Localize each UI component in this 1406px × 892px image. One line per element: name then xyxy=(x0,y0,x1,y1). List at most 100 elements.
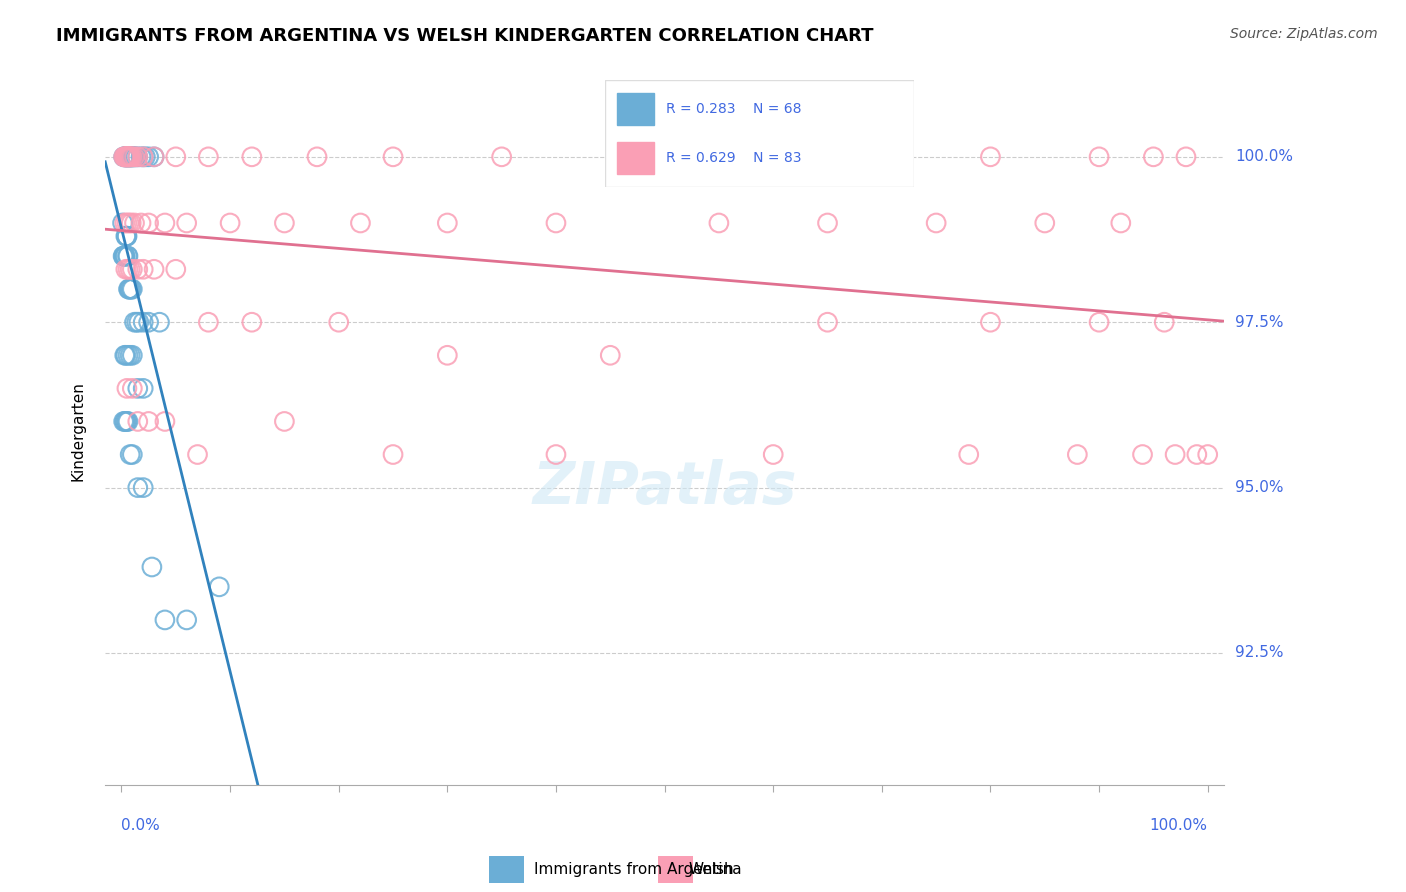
Text: R = 0.629    N = 83: R = 0.629 N = 83 xyxy=(666,152,801,165)
Point xyxy=(141,560,163,574)
Point xyxy=(117,282,139,296)
Point xyxy=(138,150,160,164)
Point xyxy=(132,150,155,164)
Point xyxy=(114,348,136,362)
Point xyxy=(1109,216,1132,230)
Point xyxy=(117,150,139,164)
Point xyxy=(114,150,136,164)
Text: IMMIGRANTS FROM ARGENTINA VS WELSH KINDERGARTEN CORRELATION CHART: IMMIGRANTS FROM ARGENTINA VS WELSH KINDE… xyxy=(56,27,873,45)
Point xyxy=(817,216,839,230)
Point xyxy=(117,249,139,263)
Point xyxy=(197,315,219,329)
Point xyxy=(117,150,139,164)
Point xyxy=(115,229,138,244)
Point xyxy=(120,150,142,164)
Point xyxy=(121,381,143,395)
Point xyxy=(132,315,155,329)
Point xyxy=(1197,448,1219,462)
Point xyxy=(112,150,135,164)
Point xyxy=(120,150,142,164)
Point xyxy=(165,262,187,277)
Point xyxy=(124,216,146,230)
Point xyxy=(240,150,263,164)
Point xyxy=(117,348,139,362)
Point xyxy=(1088,315,1111,329)
Point xyxy=(305,150,328,164)
Point xyxy=(143,150,166,164)
Point xyxy=(138,216,160,230)
Point xyxy=(120,150,142,164)
Point xyxy=(165,150,187,164)
Point xyxy=(120,150,142,164)
Point xyxy=(707,216,730,230)
Point xyxy=(114,150,136,164)
Point xyxy=(115,150,138,164)
Point xyxy=(491,150,513,164)
Point xyxy=(114,414,136,428)
Point xyxy=(138,414,160,428)
Point xyxy=(117,262,139,277)
Point xyxy=(121,150,143,164)
Bar xyxy=(617,93,654,125)
Point xyxy=(382,448,405,462)
Point xyxy=(382,150,405,164)
Point xyxy=(1088,150,1111,164)
Point xyxy=(132,150,155,164)
Text: R = 0.283    N = 68: R = 0.283 N = 68 xyxy=(666,103,801,116)
Point xyxy=(115,150,138,164)
Point xyxy=(124,315,146,329)
Point xyxy=(112,150,135,164)
Point xyxy=(118,150,141,164)
Text: 95.0%: 95.0% xyxy=(1234,480,1284,495)
Point xyxy=(118,150,141,164)
Point xyxy=(112,249,135,263)
Point xyxy=(127,381,149,395)
Point xyxy=(114,150,136,164)
Point xyxy=(117,150,139,164)
Point xyxy=(115,229,138,244)
Point xyxy=(1175,150,1198,164)
Point xyxy=(979,150,1001,164)
Point xyxy=(436,216,458,230)
Point xyxy=(1132,448,1154,462)
Point xyxy=(176,613,198,627)
Point xyxy=(127,414,149,428)
Point xyxy=(117,150,139,164)
Point xyxy=(114,249,136,263)
Point xyxy=(817,315,839,329)
Point xyxy=(118,150,141,164)
Point xyxy=(544,448,567,462)
Point xyxy=(112,249,135,263)
Point xyxy=(121,348,143,362)
Point xyxy=(122,150,145,164)
Point xyxy=(118,216,141,230)
Point xyxy=(979,315,1001,329)
Point xyxy=(153,414,176,428)
Text: 0.0%: 0.0% xyxy=(121,818,160,833)
Point xyxy=(132,262,155,277)
Point xyxy=(121,150,143,164)
Point xyxy=(120,448,142,462)
Text: ZIPatlas: ZIPatlas xyxy=(533,459,797,516)
Point xyxy=(114,150,136,164)
Point xyxy=(117,150,139,164)
Point xyxy=(114,150,136,164)
Point xyxy=(121,262,143,277)
Point xyxy=(1142,150,1164,164)
Point xyxy=(112,249,135,263)
Point xyxy=(120,348,142,362)
Point xyxy=(121,150,143,164)
Bar xyxy=(617,143,654,175)
Point xyxy=(117,414,139,428)
Point xyxy=(132,381,155,395)
Point xyxy=(138,315,160,329)
Point xyxy=(127,262,149,277)
Point xyxy=(114,262,136,277)
Point xyxy=(124,150,146,164)
Point xyxy=(762,150,785,164)
Point xyxy=(129,216,152,230)
Point xyxy=(544,216,567,230)
Point xyxy=(120,150,142,164)
Point xyxy=(1033,216,1056,230)
Point xyxy=(132,481,155,495)
